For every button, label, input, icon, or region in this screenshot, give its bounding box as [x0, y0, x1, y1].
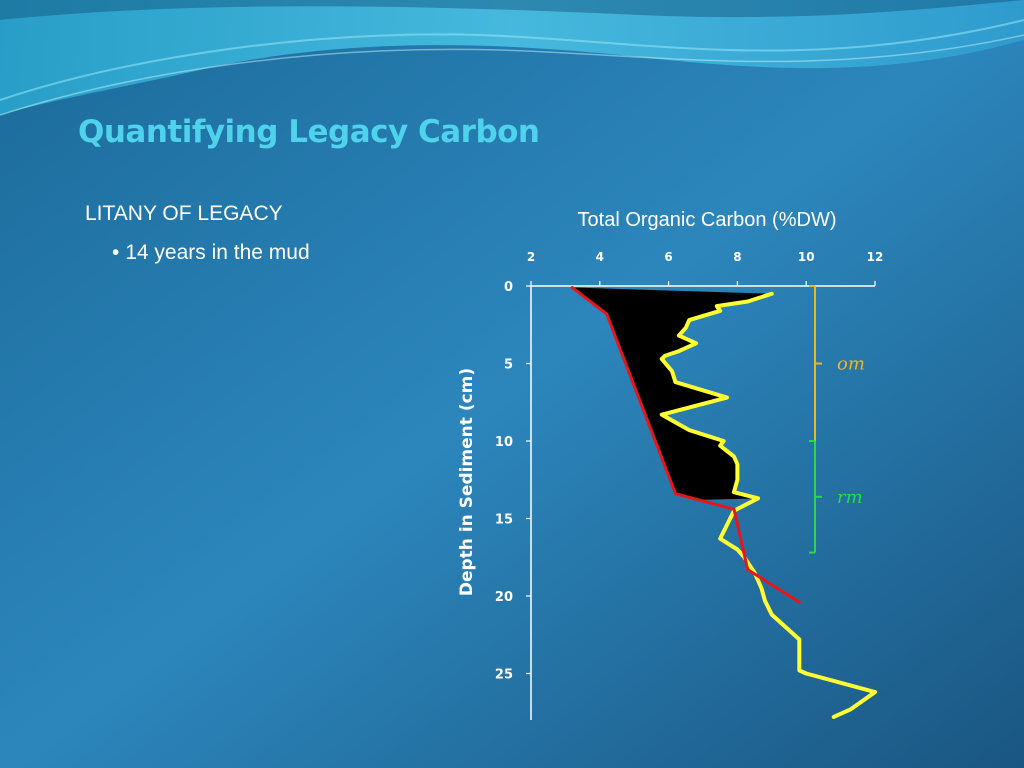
y-tick-label: 25	[495, 668, 513, 683]
toc-profile-line	[659, 291, 877, 719]
x-tick-label: 2	[527, 250, 535, 264]
y-tick-label: 5	[504, 358, 513, 373]
x-tick-label: 8	[733, 250, 741, 264]
baseline-trend-line	[570, 286, 801, 604]
y-axis-label: Depth in Sediment (cm)	[457, 368, 477, 596]
section-heading: LITANY OF LEGACY	[85, 202, 283, 225]
y-tick-label: 0	[504, 280, 513, 295]
y-tick-label: 10	[495, 435, 513, 450]
chart-axes: 2 4 6 8 10 12 0 5 10 15 20 25	[495, 250, 883, 720]
annotation-om-label: om	[837, 354, 865, 375]
x-tick-label: 4	[596, 250, 604, 264]
chart-annotations: om rm	[809, 285, 865, 554]
y-tick-label: 20	[495, 590, 513, 605]
chart-series	[570, 286, 877, 719]
carbon-excess-fill	[572, 287, 772, 500]
x-tick-label: 10	[798, 250, 815, 264]
bullet-text: 14 years in the mud	[125, 241, 310, 264]
bullet-item: • 14 years in the mud	[112, 241, 310, 265]
y-tick-label: 15	[495, 513, 513, 528]
annotation-rm-label: rm	[837, 487, 863, 508]
carbon-fill-area	[572, 287, 772, 500]
bullet-marker: •	[112, 241, 120, 264]
slide-title: Quantifying Legacy Carbon	[78, 114, 540, 150]
chart-title: Total Organic Carbon (%DW)	[578, 209, 837, 231]
x-tick-label: 6	[664, 250, 672, 264]
x-tick-label: 12	[867, 250, 884, 264]
